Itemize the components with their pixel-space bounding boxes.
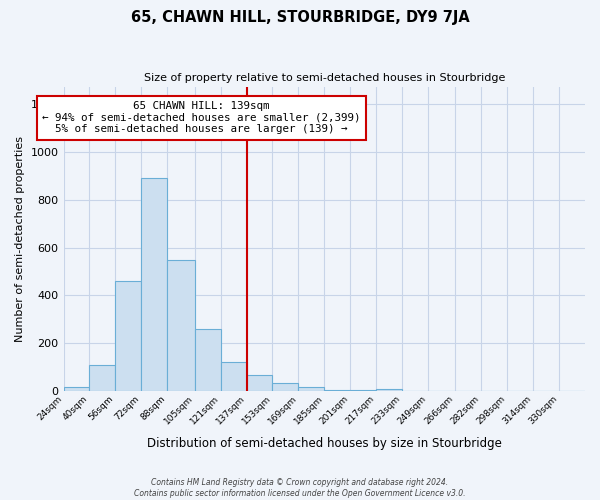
Bar: [298, 386, 324, 391]
Bar: [64, 388, 89, 391]
Bar: [324, 390, 350, 391]
Title: Size of property relative to semi-detached houses in Stourbridge: Size of property relative to semi-detach…: [143, 72, 505, 83]
Text: 65, CHAWN HILL, STOURBRIDGE, DY9 7JA: 65, CHAWN HILL, STOURBRIDGE, DY9 7JA: [131, 10, 469, 25]
Bar: [376, 388, 402, 391]
X-axis label: Distribution of semi-detached houses by size in Stourbridge: Distribution of semi-detached houses by …: [147, 437, 502, 450]
Bar: [247, 376, 272, 391]
Bar: [195, 329, 221, 391]
Bar: [89, 364, 115, 391]
Text: 65 CHAWN HILL: 139sqm
← 94% of semi-detached houses are smaller (2,399)
5% of se: 65 CHAWN HILL: 139sqm ← 94% of semi-deta…: [43, 101, 361, 134]
Bar: [272, 382, 298, 391]
Bar: [350, 390, 376, 391]
Bar: [141, 178, 167, 391]
Y-axis label: Number of semi-detached properties: Number of semi-detached properties: [15, 136, 25, 342]
Text: Contains HM Land Registry data © Crown copyright and database right 2024.
Contai: Contains HM Land Registry data © Crown c…: [134, 478, 466, 498]
Bar: [115, 281, 141, 391]
Bar: [221, 362, 247, 391]
Bar: [167, 260, 195, 391]
